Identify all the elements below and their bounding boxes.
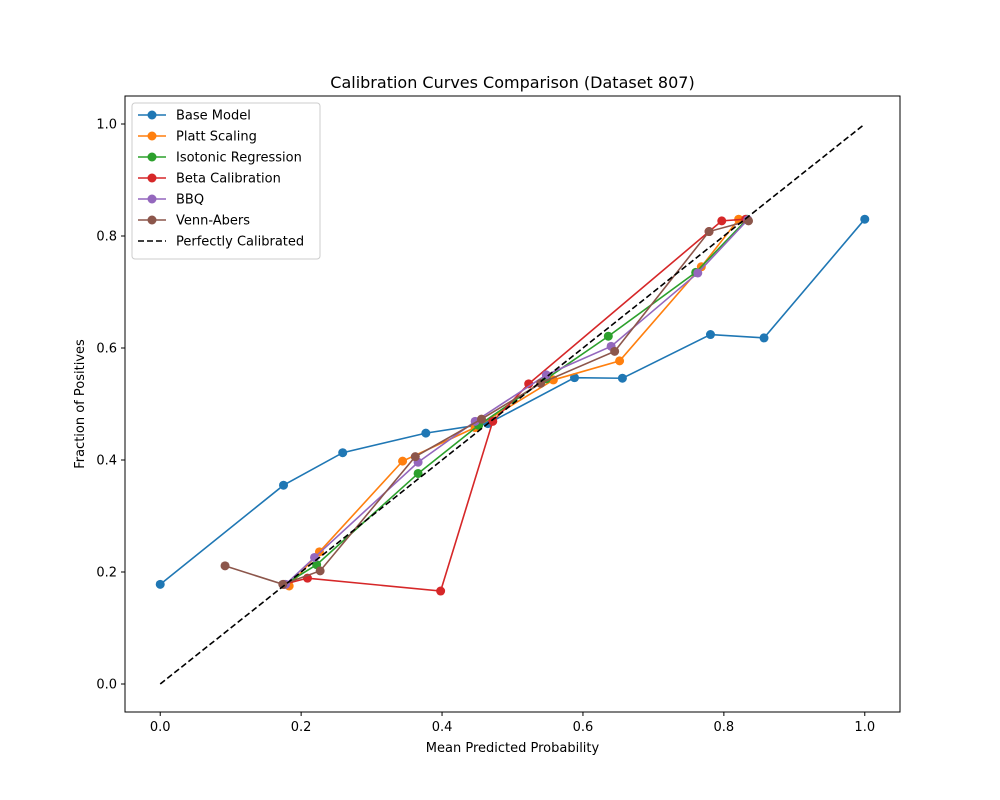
data-point-bbq [310, 552, 320, 562]
legend-label: Isotonic Regression [176, 151, 302, 166]
data-point-base-model [279, 480, 289, 490]
y-axis-ticks: 0.0 0.2 0.4 0.6 0.8 1.0 [96, 118, 125, 693]
legend-label: Venn-Abers [176, 214, 250, 229]
legend-item: BBQ [138, 193, 204, 208]
data-point-isotonic-regression [603, 331, 613, 341]
data-point-venn-abers [744, 216, 754, 226]
data-point-base-model [338, 448, 348, 458]
y-tick-label: 0.8 [96, 230, 117, 245]
series-line-isotonic-regression [284, 218, 748, 586]
data-point-beta-calibration [717, 216, 727, 226]
data-point-base-model [759, 333, 769, 343]
legend-label: Perfectly Calibrated [176, 235, 304, 250]
legend-label: BBQ [176, 193, 204, 208]
chart-title: Calibration Curves Comparison (Dataset 8… [330, 73, 694, 92]
y-tick-label: 0.6 [96, 342, 117, 357]
legend-item: Base Model [138, 109, 251, 124]
data-point-venn-abers [477, 414, 486, 424]
data-point-base-model [421, 428, 431, 438]
x-tick-label: 0.2 [291, 720, 312, 735]
series-line-perfectly-calibrated [159, 123, 866, 685]
data-point-venn-abers [704, 227, 714, 237]
legend-label: Beta Calibration [176, 172, 281, 187]
data-point-base-model [155, 579, 165, 589]
legend-item: Beta Calibration [138, 172, 281, 187]
series-line-base-model [159, 218, 866, 585]
x-tick-label: 1.0 [854, 720, 875, 735]
data-point-base-model [617, 373, 627, 383]
legend-marker [147, 194, 157, 204]
data-point-isotonic-regression [413, 468, 423, 478]
legend-marker [147, 110, 157, 120]
data-point-beta-calibration [524, 379, 534, 389]
data-point-venn-abers [610, 346, 620, 356]
data-point-beta-calibration [488, 416, 498, 426]
data-point-bbq [541, 370, 551, 380]
legend-item: Venn-Abers [138, 214, 250, 229]
legend-label: Base Model [176, 109, 251, 124]
legend-box [131, 102, 321, 260]
series-layer [155, 123, 870, 685]
data-point-venn-abers [220, 561, 230, 571]
series-line-bbq [285, 219, 749, 585]
data-point-platt-scaling [615, 356, 625, 366]
data-point-base-model [860, 214, 870, 224]
y-tick-label: 1.0 [96, 118, 117, 133]
series-base-model [155, 214, 870, 589]
x-tick-label: 0.6 [573, 720, 594, 735]
legend-item: Perfectly Calibrated [138, 235, 304, 250]
data-point-venn-abers [410, 452, 420, 462]
legend: Base Model Platt Scaling Isotonic Regressi… [131, 102, 321, 260]
y-tick-label: 0.2 [96, 566, 117, 581]
y-tick-label: 0.0 [96, 678, 117, 693]
x-tick-label: 0.8 [714, 720, 735, 735]
legend-marker [147, 173, 157, 183]
y-tick-label: 0.4 [96, 454, 117, 469]
legend-marker [147, 131, 157, 141]
series-perfectly-calibrated [159, 123, 866, 685]
legend-marker [147, 152, 157, 162]
data-point-base-model [705, 330, 715, 340]
series-venn-abers [220, 216, 754, 589]
legend-label: Platt Scaling [176, 130, 257, 145]
data-point-bbq [693, 268, 703, 278]
data-point-beta-calibration [436, 586, 446, 596]
data-point-platt-scaling [398, 456, 408, 466]
x-tick-label: 0.0 [150, 720, 171, 735]
x-tick-label: 0.4 [432, 720, 453, 735]
data-point-venn-abers [536, 378, 546, 388]
data-point-venn-abers [315, 566, 325, 576]
legend-marker [147, 215, 157, 225]
data-point-venn-abers [278, 579, 288, 589]
y-axis-label: Fraction of Positives [73, 339, 88, 469]
legend-item: Isotonic Regression [138, 151, 302, 166]
data-point-base-model [570, 373, 579, 383]
x-axis-ticks: 0.0 0.2 0.4 0.6 0.8 1.0 [150, 712, 875, 735]
x-axis-label: Mean Predicted Probability [426, 741, 600, 756]
legend-item: Platt Scaling [138, 130, 257, 145]
